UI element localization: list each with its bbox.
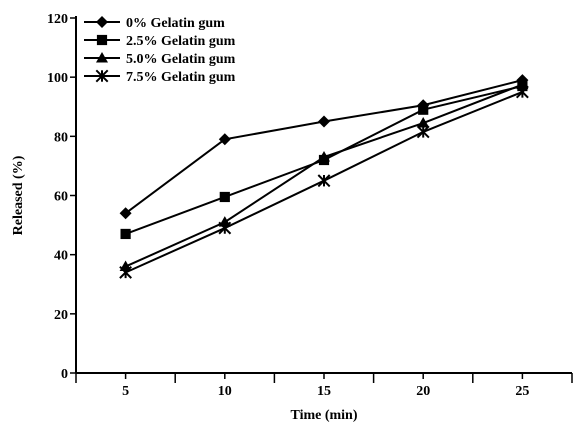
diamond-marker [318,115,330,128]
x-tick-label: 10 [218,384,232,399]
legend-item: 2.5% Gelatin gum [84,34,236,49]
y-tick-label: 20 [54,308,68,323]
x-tick-label: 20 [416,384,430,399]
legend-label: 7.5% Gelatin gum [126,70,236,85]
asterisk-marker [95,69,109,83]
y-axis-title: Released (%) [11,155,26,235]
square-marker [219,191,230,203]
diamond-marker [119,207,132,220]
series-group [119,78,529,271]
asterisk-marker [119,266,133,279]
square-marker [120,228,131,240]
square-marker [96,34,108,46]
diamond-marker [218,133,231,146]
x-axis-title: Time (min) [290,408,357,423]
diamond-marker [96,16,108,28]
series-group [119,74,529,220]
y-tick-label: 40 [54,249,68,264]
asterisk-marker [515,85,529,99]
asterisk-marker [416,125,430,139]
triangle-marker [318,151,330,162]
legend-item: 5.0% Gelatin gum [84,52,236,67]
axes: 0 20 40 60 80 100 120 5 10 15 20 25 [47,12,573,399]
triangle-marker [516,78,529,90]
y-tick-label: 120 [47,12,68,27]
legend-label: 0% Gelatin gum [126,16,225,31]
y-tick-label: 60 [54,190,68,205]
legend-item: 7.5% Gelatin gum [84,69,236,85]
asterisk-marker [218,221,232,235]
legend-label: 2.5% Gelatin gum [126,34,236,49]
x-tick-label: 25 [515,384,529,399]
triangle-marker [417,117,430,128]
asterisk-marker [317,174,331,188]
series-group [119,85,529,279]
legend: 0% Gelatin gum 2.5% Gelatin gum 5.0% Gelat… [84,16,236,85]
y-tick-label: 80 [54,130,68,145]
square-marker [418,104,429,115]
y-tick-label: 0 [61,367,68,382]
triangle-marker [96,52,108,63]
y-tick-label: 100 [47,71,68,86]
legend-item: 0% Gelatin gum [84,16,225,31]
legend-label: 5.0% Gelatin gum [126,52,236,67]
x-tick-label: 15 [317,384,331,399]
series-layer [119,74,529,279]
x-tick-label: 5 [122,384,129,399]
